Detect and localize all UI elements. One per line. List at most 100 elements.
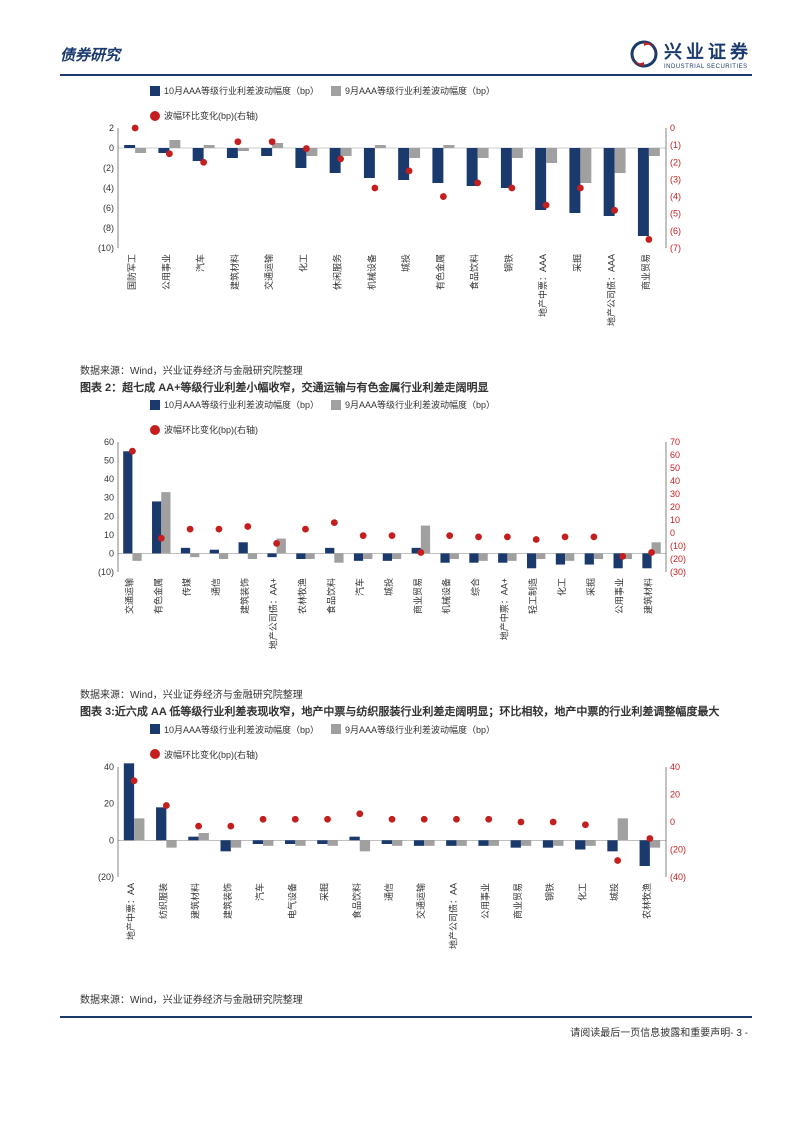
svg-text:国防军工: 国防军工 [126,254,137,290]
svg-text:公用事业: 公用事业 [480,883,491,919]
header-row: 债券研究 兴业证券 INDUSTRIAL SECURITIES [60,38,752,70]
svg-text:建筑装饰: 建筑装饰 [239,578,250,614]
page: 债券研究 兴业证券 INDUSTRIAL SECURITIES 10月AAA等级… [0,0,802,1059]
svg-text:商业贸易: 商业贸易 [640,254,651,290]
legend-dot: 波幅环比变化(bp)(右轴) [150,109,732,122]
svg-text:地产中票：AA: 地产中票：AA [125,883,136,940]
legend-sep: 9月AAA等级行业利差波动幅度（bp） [331,84,495,97]
svg-text:化工: 化工 [297,254,308,272]
svg-text:食品饮料: 食品饮料 [351,883,362,919]
svg-text:公用事业: 公用事业 [160,254,171,290]
svg-text:0: 0 [670,124,675,133]
svg-text:钢铁: 钢铁 [503,254,514,272]
svg-text:采掘: 采掘 [319,883,330,901]
svg-text:0: 0 [109,549,114,559]
svg-text:农林牧渔: 农林牧渔 [641,883,652,919]
svg-text:地产公司债：AAA: 地产公司债：AAA [606,254,617,326]
legend-oct: 10月AAA等级行业利差波动幅度（bp） [150,84,319,97]
svg-text:(4): (4) [103,183,114,193]
svg-text:(30): (30) [670,567,686,577]
svg-text:40: 40 [104,475,114,485]
svg-text:(20): (20) [670,844,686,854]
chart-1-source: 数据来源：Wind，兴业证券经济与金融研究院整理 [80,362,752,377]
svg-text:休闲服务: 休闲服务 [332,254,343,290]
svg-text:(8): (8) [103,223,114,233]
svg-text:农林牧渔: 农林牧渔 [296,578,307,614]
svg-text:地产公司债：AA: 地产公司债：AA [447,883,458,949]
svg-text:商业贸易: 商业贸易 [412,578,423,614]
svg-text:(6): (6) [670,226,681,236]
svg-text:建筑材料: 建筑材料 [643,578,654,614]
svg-text:(10): (10) [98,567,114,577]
svg-text:采掘: 采掘 [585,578,596,596]
svg-text:传媒: 传媒 [181,578,192,596]
chart-1: 10月AAA等级行业利差波动幅度（bp） 9月AAA等级行业利差波动幅度（bp）… [80,84,732,344]
chart-3-title: 图表 3:近六成 AA 低等级行业利差表现收窄，地产中票与纺织服装行业利差走阔明… [80,705,732,720]
svg-text:(5): (5) [670,209,681,219]
svg-text:化工: 化工 [556,578,567,596]
svg-text:50: 50 [670,463,680,473]
svg-text:2: 2 [109,124,114,133]
svg-text:综合: 综合 [470,578,481,596]
svg-text:钢铁: 钢铁 [544,883,555,901]
doc-title: 债券研究 [60,44,120,65]
svg-text:40: 40 [670,763,680,772]
chart-3: 10月AAA等级行业利差波动幅度（bp） 9月AAA等级行业利差波动幅度（bp）… [80,723,732,973]
chart-2-legend: 10月AAA等级行业利差波动幅度（bp） 9月AAA等级行业利差波动幅度（bp）… [80,398,732,436]
svg-text:汽车: 汽车 [354,578,365,596]
svg-text:60: 60 [670,450,680,460]
svg-text:(4): (4) [670,192,681,202]
svg-text:汽车: 汽车 [254,883,265,901]
logo-icon [630,40,658,68]
svg-text:有色金属: 有色金属 [152,578,163,614]
chart-2-title: 图表 2：超七成 AA+等级行业利差小幅收窄，交通运输与有色金属行业利差走阔明显 [80,381,732,396]
svg-text:0: 0 [670,528,675,538]
svg-text:20: 20 [670,502,680,512]
logo: 兴业证券 INDUSTRIAL SECURITIES [630,38,752,70]
chart-2-svg: 6050403020100(10)706050403020100(10)(20)… [80,438,700,668]
svg-text:(3): (3) [670,174,681,184]
chart-1-legend: 10月AAA等级行业利差波动幅度（bp） 9月AAA等级行业利差波动幅度（bp）… [80,84,732,122]
svg-text:城投: 城投 [383,578,394,596]
svg-text:纺织服装: 纺织服装 [157,883,168,919]
chart-3-source: 数据来源：Wind，兴业证券经济与金融研究院整理 [80,991,752,1006]
svg-text:汽车: 汽车 [195,254,206,272]
svg-text:20: 20 [670,789,680,799]
svg-text:30: 30 [670,489,680,499]
svg-text:食品饮料: 食品饮料 [325,578,336,614]
svg-text:交通运输: 交通运输 [123,578,134,614]
svg-text:地产公司债：AA+: 地产公司债：AA+ [268,578,279,649]
logo-en: INDUSTRIAL SECURITIES [664,64,752,70]
footer-rule [60,1016,752,1018]
svg-text:商业贸易: 商业贸易 [512,883,523,919]
svg-text:交通运输: 交通运输 [263,254,274,290]
footer-text: 请阅读最后一页信息披露和重要声明- 3 - [60,1024,752,1039]
svg-text:(20): (20) [98,872,114,882]
logo-text: 兴业证券 INDUSTRIAL SECURITIES [664,38,752,70]
svg-text:机械设备: 机械设备 [441,578,452,614]
svg-text:(10): (10) [98,243,114,253]
chart-1-svg: 20(2)(4)(6)(8)(10)0(1)(2)(3)(4)(5)(6)(7)… [80,124,700,344]
logo-cn: 兴业证券 [664,38,752,64]
svg-text:(6): (6) [103,203,114,213]
chart-3-legend: 10月AAA等级行业利差波动幅度（bp） 9月AAA等级行业利差波动幅度（bp）… [80,723,732,761]
svg-text:20: 20 [104,512,114,522]
svg-text:通信: 通信 [383,883,394,901]
svg-text:城投: 城投 [609,883,620,901]
svg-text:10: 10 [104,530,114,540]
svg-text:10: 10 [670,515,680,525]
svg-text:70: 70 [670,438,680,447]
svg-text:(1): (1) [670,140,681,150]
svg-text:(7): (7) [670,243,681,253]
svg-text:交通运输: 交通运输 [415,883,426,919]
svg-text:(40): (40) [670,872,686,882]
svg-text:40: 40 [104,763,114,772]
svg-text:公用事业: 公用事业 [614,578,625,614]
svg-text:有色金属: 有色金属 [434,254,445,290]
chart-2: 10月AAA等级行业利差波动幅度（bp） 9月AAA等级行业利差波动幅度（bp）… [80,398,732,668]
svg-text:机械设备: 机械设备 [366,254,377,290]
svg-text:50: 50 [104,456,114,466]
header-rule [60,74,752,76]
svg-text:0: 0 [670,817,675,827]
svg-text:(2): (2) [670,157,681,167]
